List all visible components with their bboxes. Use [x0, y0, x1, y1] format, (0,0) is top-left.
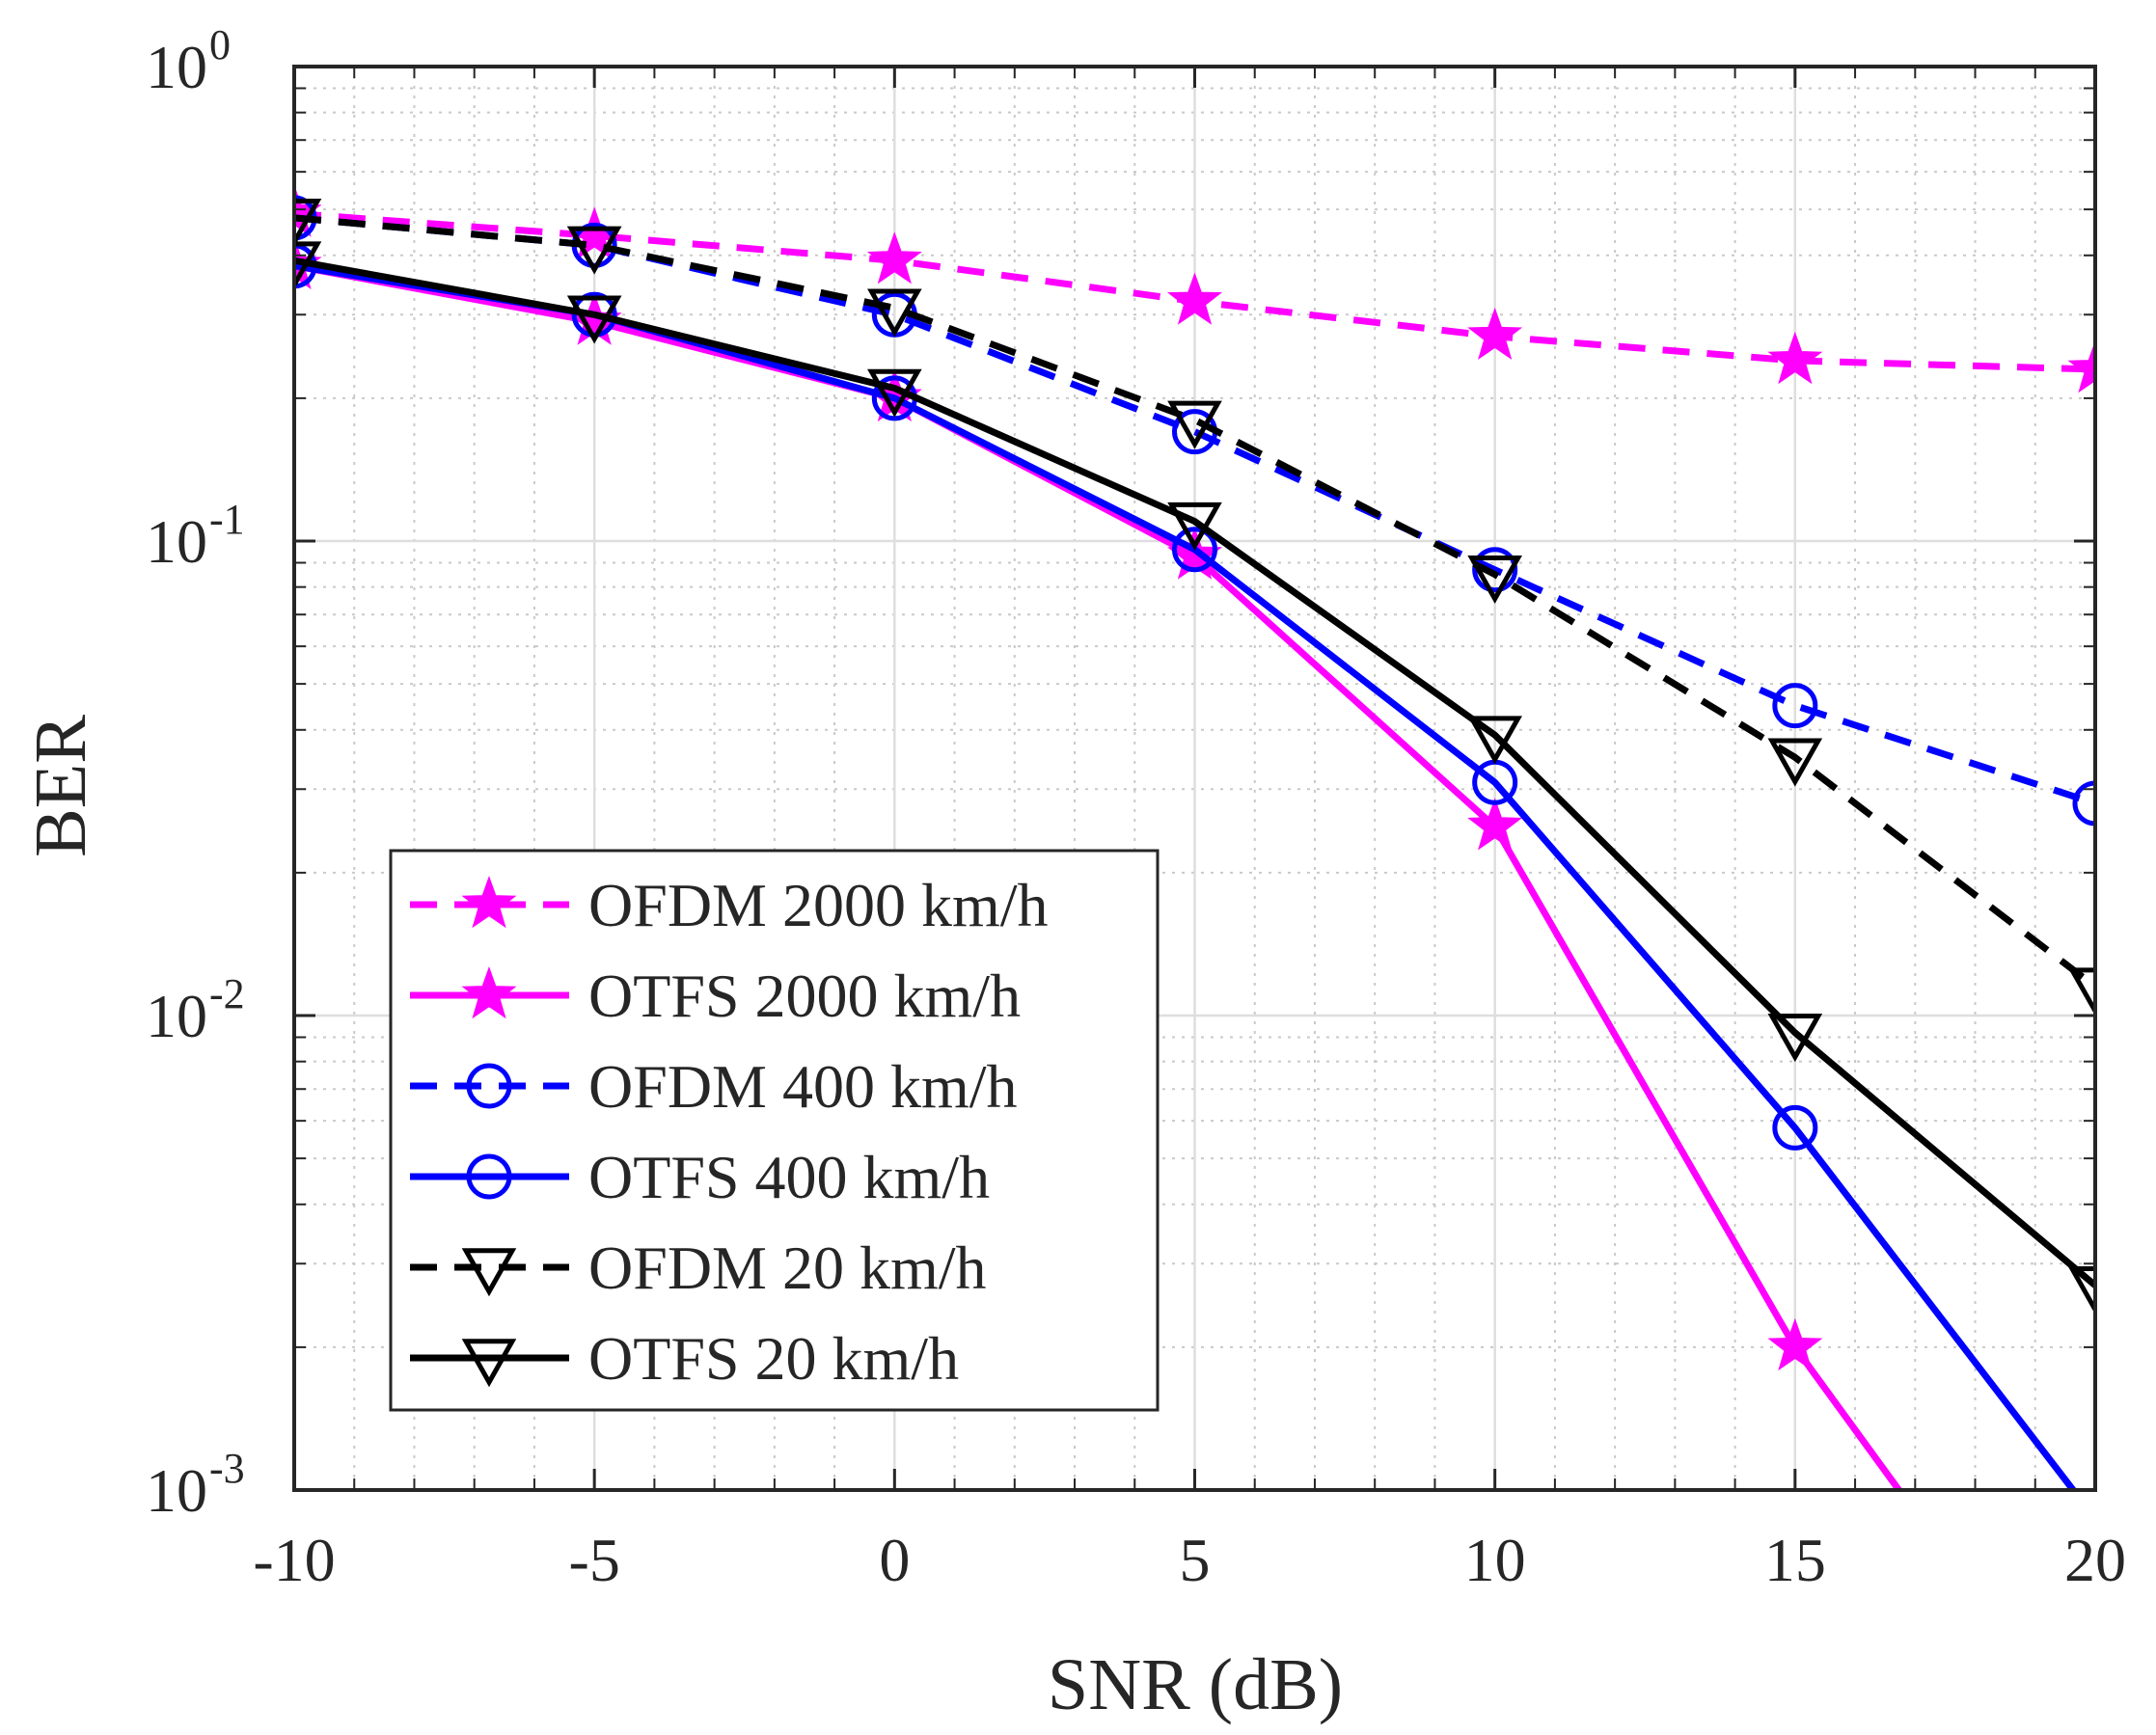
x-tick-label: 10	[1464, 1526, 1526, 1594]
x-tick-label: 15	[1764, 1526, 1826, 1594]
y-tick-label: 10 -3	[146, 1445, 245, 1525]
legend-label: OTFS 20 km/h	[588, 1324, 959, 1393]
y-tick-exponent: -1	[209, 496, 245, 543]
data-point	[566, 226, 622, 275]
data-point	[2072, 780, 2095, 827]
data-point	[1772, 683, 1818, 729]
data-point	[2067, 967, 2095, 1017]
legend-marker	[466, 1063, 512, 1109]
x-tick-label: 5	[1180, 1526, 1211, 1594]
data-point	[1767, 331, 1823, 385]
y-tick-exponent: -3	[209, 1445, 245, 1492]
series-line	[294, 214, 2095, 989]
x-tick-label: -10	[253, 1526, 335, 1594]
x-axis-label: SNR (dB)	[1048, 1644, 1343, 1725]
legend-marker	[461, 1339, 517, 1388]
data-point	[1467, 555, 1522, 605]
legend-item: OTFS 400 km/h	[410, 1143, 990, 1211]
legend-marker	[461, 876, 517, 929]
y-tick-base: 10	[146, 1456, 207, 1525]
data-point	[1472, 547, 1518, 593]
y-tick-label: 10 0	[146, 21, 231, 101]
legend-box	[389, 849, 1160, 1412]
data-point	[1767, 738, 1823, 787]
y-tick-base: 10	[146, 507, 207, 576]
data-point	[566, 295, 622, 344]
y-tick-label: 10 -2	[146, 970, 245, 1050]
data-point	[1167, 502, 1222, 551]
data-point	[2067, 1265, 2095, 1315]
data-point	[1772, 1104, 1818, 1151]
data-point	[1767, 1014, 1823, 1063]
data-point	[867, 368, 922, 418]
axis-ticks	[292, 65, 2097, 1492]
data-point	[866, 231, 922, 285]
legend-marker	[461, 1248, 517, 1297]
legend-marker	[466, 1153, 512, 1200]
data-point	[294, 241, 322, 290]
y-tick-exponent: -2	[209, 970, 245, 1017]
x-tick-label: 20	[2064, 1526, 2126, 1594]
series-otfs-20-km-h	[294, 241, 2095, 1315]
y-axis-label: BER	[20, 715, 101, 857]
legend-item: OTFS 20 km/h	[410, 1324, 959, 1393]
y-tick-base: 10	[146, 982, 207, 1050]
legend-item: OFDM 20 km/h	[410, 1233, 987, 1302]
legend-item: OFDM 400 km/h	[410, 1052, 1018, 1121]
data-point	[2067, 340, 2095, 393]
data-point	[294, 199, 322, 248]
x-tick-label: 0	[879, 1526, 910, 1594]
data-point	[1467, 716, 1522, 765]
data-point	[1167, 400, 1222, 449]
x-tick-label: -5	[569, 1526, 620, 1594]
series-ofdm-20-km-h	[294, 199, 2095, 1017]
legend-item: OTFS 2000 km/h	[410, 962, 1021, 1030]
data-point	[1767, 1317, 1823, 1371]
legend-label: OTFS 2000 km/h	[588, 962, 1021, 1030]
legend-item: OFDM 2000 km/h	[410, 871, 1049, 939]
data-point	[1166, 272, 1223, 325]
x-tick-labels: -10 -5 0 5 10 15 20	[253, 1526, 2126, 1594]
legend: OFDM 2000 km/h OTFS 2000 km/h OFDM 400 km/…	[389, 849, 1160, 1412]
legend-label: OTFS 400 km/h	[588, 1143, 990, 1211]
data-point	[1467, 798, 1523, 851]
legend-label: OFDM 20 km/h	[588, 1233, 987, 1302]
data-point	[867, 288, 922, 338]
legend-marker	[461, 966, 517, 1019]
y-tick-exponent: 0	[209, 21, 231, 68]
series-layer	[294, 184, 2095, 1490]
data-point	[1172, 527, 1217, 573]
y-tick-base: 10	[146, 33, 207, 101]
y-tick-label: 10 -1	[146, 496, 245, 576]
series-line	[294, 257, 2095, 1288]
legend-label: OFDM 400 km/h	[588, 1052, 1018, 1121]
data-point	[1467, 307, 1523, 361]
legend-label: OFDM 2000 km/h	[588, 871, 1049, 939]
